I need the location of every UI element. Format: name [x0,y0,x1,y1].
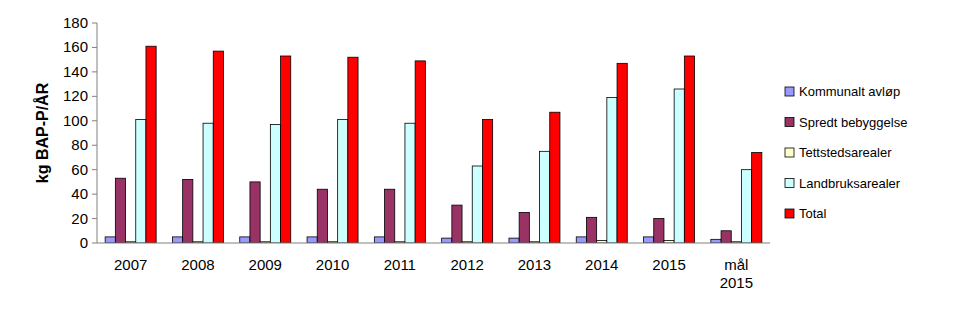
legend-label: Tettstedsarealer [799,145,892,160]
bar [617,63,627,243]
bar [442,238,452,243]
bar [654,219,664,243]
x-tick-label-line: 2007 [114,256,147,273]
bar [270,124,280,243]
legend-swatch [785,179,794,188]
bar [213,51,223,243]
y-tick-label: 140 [63,63,88,80]
y-tick-label: 60 [71,161,88,178]
y-axis [97,23,98,243]
y-tick [92,243,97,244]
bar [307,237,317,243]
y-tick [92,145,97,146]
x-tick-label-line: 2015 [652,256,685,273]
bar [281,56,291,243]
y-tick-label: 0 [80,234,88,251]
y-tick [92,96,97,97]
bar [519,212,529,243]
x-tick-label: 2011 [384,256,416,273]
y-tick [92,218,97,219]
bar [203,123,213,243]
y-tick [92,23,97,24]
legend-label: Total [799,206,827,221]
y-tick-label: 180 [63,14,88,31]
x-tick-label: 2007 [114,256,147,273]
x-tick-label-line: mål [724,256,748,273]
bar [586,217,596,243]
bar [405,123,415,243]
bar [684,56,694,243]
bar [146,46,156,243]
bar [741,170,751,243]
bar [415,61,425,243]
x-tick-label-line: 2008 [181,256,214,273]
x-tick-label-line: 2009 [249,256,282,273]
x-tick-label-line: 2012 [450,256,483,273]
bar [136,120,146,243]
bar [348,57,358,243]
x-tick-label-line: 2011 [384,256,416,273]
bar [607,98,617,243]
bar [374,237,384,243]
bar [240,237,250,243]
bar [472,166,482,243]
bar [452,205,462,243]
bar [711,239,721,243]
x-tick-label-line: 2014 [585,256,618,273]
x-tick-label-line: 2010 [316,256,349,273]
bar [115,178,125,243]
bar [105,237,115,243]
y-tick-label: 20 [71,210,88,227]
x-tick-label: 2010 [316,256,349,273]
bar [576,237,586,243]
legend-swatch [785,148,794,157]
bar [482,120,492,243]
bars [105,46,762,243]
y-tick-label: 40 [71,185,88,202]
y-tick [92,71,97,72]
y-tick [92,120,97,121]
y-tick-label: 120 [63,87,88,104]
legend: Kommunalt avløp Spredt bebyggelse Tettsted… [785,84,907,221]
x-tick-label: 2008 [181,256,214,273]
bar [183,179,193,243]
legend-swatch [785,87,794,96]
legend-label: Kommunalt avløp [799,84,900,99]
bar [674,89,684,243]
bar [338,120,348,243]
bar [644,237,654,243]
bar [550,112,560,243]
bar [317,189,327,243]
x-tick-label: 2012 [450,256,483,273]
legend-swatch [785,209,794,218]
x-tick-label: 2014 [585,256,618,273]
bar [540,151,550,243]
x-tick-label: 2013 [518,256,551,273]
chart: 0 20 40 60 80 100 120 140 160 180 2007 2008 2009 2010… [0,0,955,310]
legend-label: Spredt bebyggelse [799,115,907,130]
y-tick [92,47,97,48]
x-tick-label: mål2015 [720,256,753,291]
y-axis-label: kg BAP-P/ÅR [33,82,51,183]
x-tick-label: 2009 [249,256,282,273]
bar [385,189,395,243]
x-tick-label-line: 2013 [518,256,551,273]
legend-label: Landbruksarealer [799,176,901,191]
x-axis [97,243,770,244]
bar [250,182,260,243]
y-tick [92,194,97,195]
bar [721,231,731,243]
y-tick-label: 100 [63,112,88,129]
bar [172,237,182,243]
legend-swatch [785,118,794,127]
y-tick-label: 160 [63,38,88,55]
y-tick-label: 80 [71,136,88,153]
x-tick-label: 2015 [652,256,685,273]
y-tick [92,169,97,170]
x-tick-label-line: 2015 [720,274,753,291]
bar [752,153,762,243]
bar [509,238,519,243]
